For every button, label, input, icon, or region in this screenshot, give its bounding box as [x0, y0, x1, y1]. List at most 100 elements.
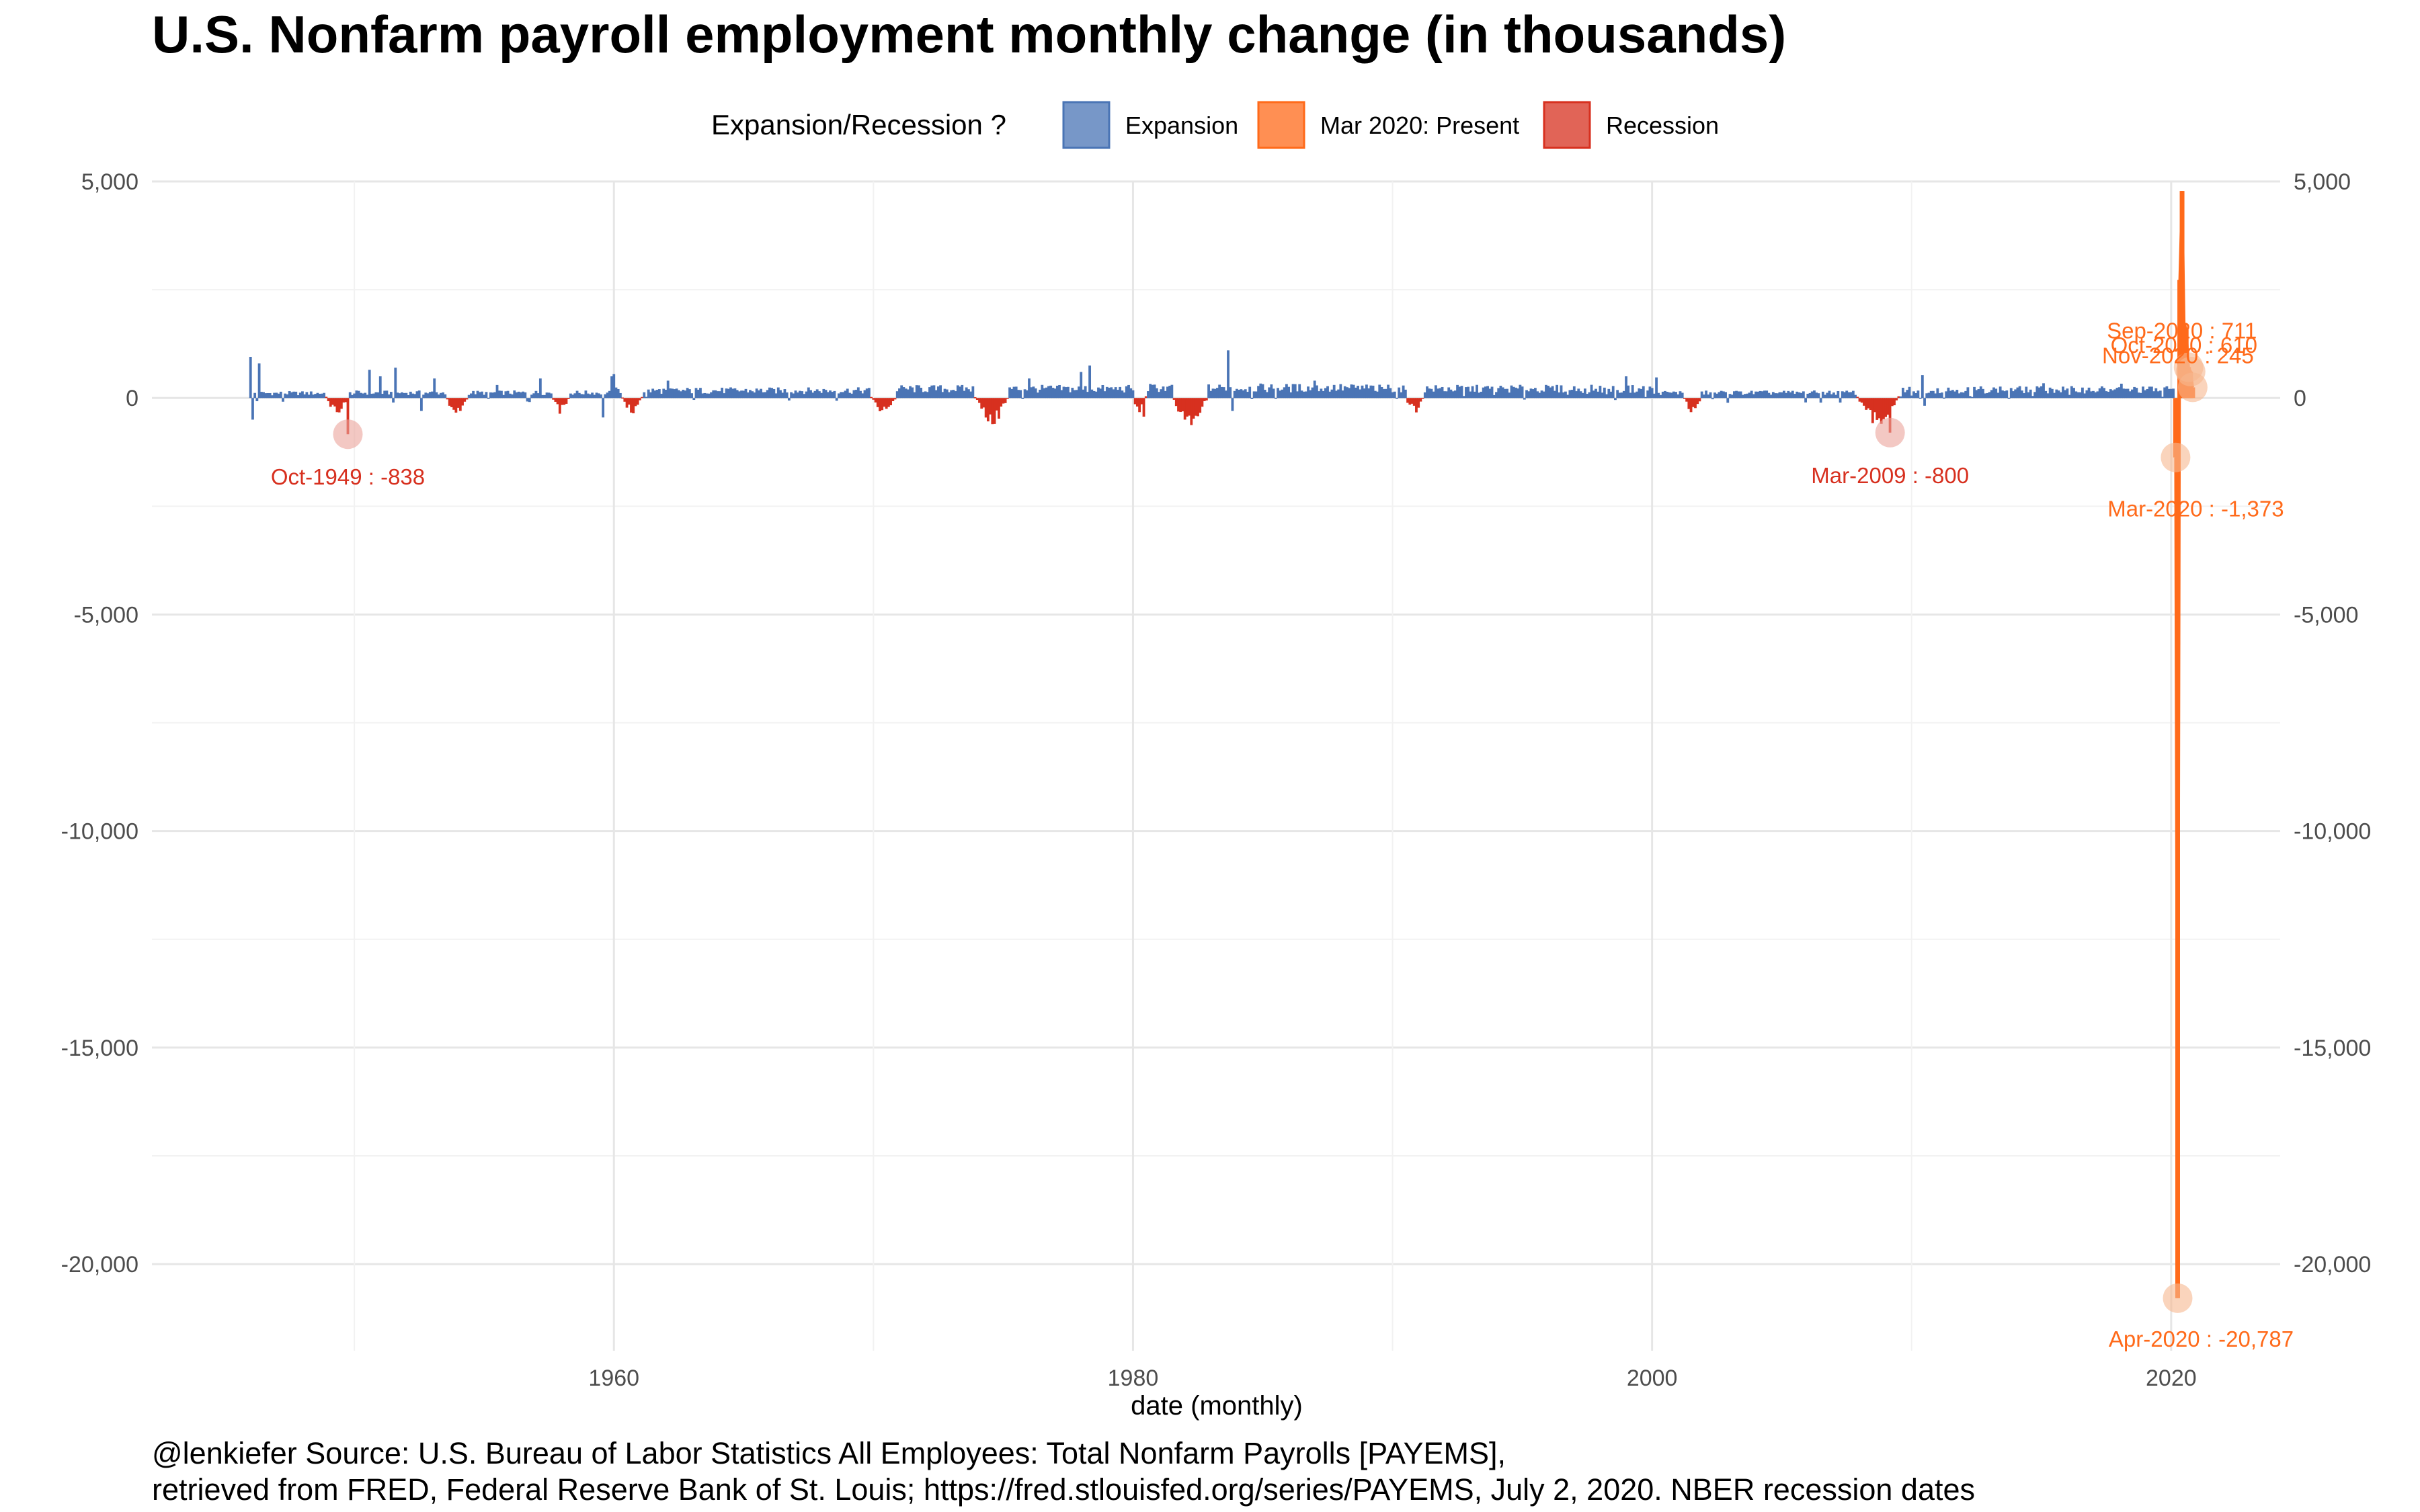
bar	[2167, 388, 2171, 398]
bar	[1677, 394, 1680, 398]
bar	[1531, 389, 1535, 398]
bar	[1250, 398, 1254, 399]
bar	[1047, 386, 1050, 398]
bar	[746, 392, 750, 398]
bar	[1277, 388, 1279, 398]
bar	[1125, 386, 1128, 398]
bar	[1975, 390, 1978, 398]
bar	[268, 392, 272, 398]
bar	[1679, 391, 1682, 398]
bar	[1023, 389, 1026, 398]
bar	[749, 390, 752, 398]
bar	[770, 388, 774, 398]
bar	[1611, 386, 1615, 398]
bar	[561, 398, 563, 405]
bar	[1904, 392, 1906, 398]
bar	[930, 385, 934, 398]
bar	[1538, 392, 1541, 398]
bar	[1209, 390, 1213, 398]
bar	[454, 398, 458, 413]
bar	[1365, 384, 1368, 398]
bar	[1490, 386, 1494, 398]
bar	[1932, 390, 1935, 398]
bar	[1568, 390, 1572, 398]
bar	[757, 390, 760, 398]
bar	[1873, 398, 1876, 413]
bar	[818, 391, 821, 398]
bar	[729, 387, 732, 398]
bar	[803, 394, 806, 398]
bar	[2074, 391, 2078, 398]
bar	[1415, 398, 1418, 413]
bar	[725, 388, 728, 398]
present-bar	[2179, 191, 2185, 398]
bar	[1999, 386, 2002, 398]
bar	[339, 398, 343, 409]
bar	[253, 392, 257, 398]
bar	[1291, 384, 1295, 398]
bar	[768, 387, 771, 398]
bar	[883, 398, 886, 407]
bar	[1603, 387, 1606, 398]
bar	[1207, 384, 1210, 398]
bar	[1300, 390, 1303, 398]
bar	[1845, 390, 1849, 398]
bar	[1222, 387, 1225, 398]
bar	[1652, 393, 1656, 398]
bar	[1034, 388, 1037, 398]
bar	[1248, 386, 1252, 398]
bar	[865, 388, 869, 398]
caption-line-1: @lenkiefer Source: U.S. Bureau of Labor …	[152, 1436, 1506, 1470]
bar	[401, 392, 403, 398]
bar	[1936, 388, 1939, 398]
bar	[813, 390, 817, 398]
bar	[1657, 392, 1660, 398]
bar	[1517, 388, 1520, 398]
bar	[625, 398, 629, 408]
bar	[2012, 391, 2015, 398]
bar	[1847, 392, 1851, 398]
bar	[1925, 393, 1929, 398]
bar	[577, 392, 581, 398]
bar	[2025, 386, 2028, 398]
bar	[1973, 386, 1976, 398]
bar	[264, 393, 268, 398]
bar	[1088, 365, 1092, 398]
bar	[552, 398, 555, 400]
bar	[543, 394, 547, 398]
bar	[485, 392, 488, 398]
bar	[1229, 387, 1232, 398]
bar	[1213, 388, 1217, 398]
bar	[826, 392, 830, 398]
bar	[1341, 390, 1344, 398]
bar	[1426, 386, 1428, 398]
bar	[2046, 393, 2050, 398]
bar	[2027, 392, 2030, 398]
bar	[2144, 390, 2147, 398]
bar	[1702, 394, 1705, 398]
bar	[1389, 388, 1392, 398]
bar	[1767, 392, 1771, 398]
bar	[783, 389, 787, 398]
bar	[491, 392, 494, 398]
bar	[1802, 391, 1805, 398]
bar	[1581, 392, 1584, 398]
bar	[1815, 392, 1818, 398]
bar	[1168, 386, 1172, 398]
bar	[766, 390, 769, 398]
bar	[1525, 390, 1528, 398]
y-axis-left: 5,000 0 -5,000 -10,000 -15,000 -20,000	[61, 169, 138, 1277]
bar	[277, 393, 280, 398]
bar	[472, 390, 475, 398]
bar	[411, 393, 414, 398]
bar	[2148, 386, 2151, 398]
bar	[1646, 390, 1650, 398]
bar	[1361, 385, 1364, 398]
bar	[1746, 393, 1749, 398]
bar	[1780, 392, 1783, 398]
bar	[1666, 392, 1669, 398]
bar	[1945, 391, 1948, 398]
bar	[442, 392, 444, 398]
bar	[1696, 398, 1699, 405]
bar	[1473, 391, 1476, 398]
